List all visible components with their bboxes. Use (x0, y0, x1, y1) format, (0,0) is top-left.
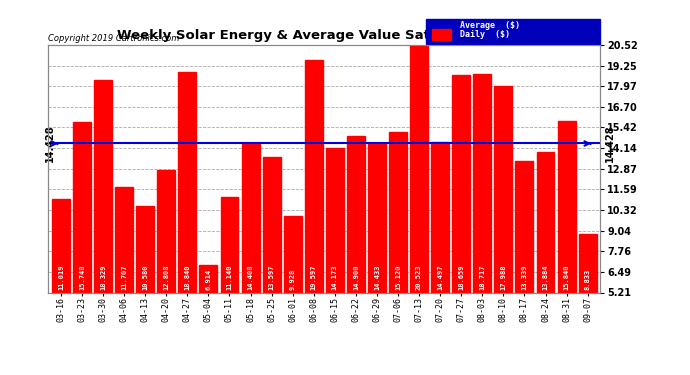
Bar (305, 60, 323, 292)
Text: 14.408: 14.408 (248, 265, 253, 290)
Text: 19.597: 19.597 (310, 265, 317, 290)
Text: 11.707: 11.707 (121, 265, 127, 290)
Bar (284, 216, 302, 292)
Text: 13.597: 13.597 (268, 265, 275, 290)
Bar (221, 196, 239, 292)
Text: 14.428: 14.428 (46, 124, 55, 162)
Bar (199, 265, 217, 292)
Text: 9.928: 9.928 (290, 269, 296, 290)
Text: 13.884: 13.884 (542, 265, 549, 290)
Bar (263, 157, 281, 292)
Bar (452, 75, 470, 292)
Text: Average  ($): Average ($) (460, 21, 520, 30)
Bar (473, 74, 491, 292)
Bar (368, 143, 386, 292)
Text: 13.339: 13.339 (522, 265, 527, 290)
Text: 11.019: 11.019 (58, 265, 64, 290)
Text: 11.140: 11.140 (226, 265, 233, 290)
FancyBboxPatch shape (426, 19, 600, 44)
Bar (73, 122, 91, 292)
Text: 14.497: 14.497 (437, 265, 443, 290)
Bar (179, 72, 197, 292)
Bar (52, 199, 70, 292)
Text: 6.914: 6.914 (206, 269, 211, 290)
Text: 10.580: 10.580 (142, 265, 148, 290)
Bar (558, 121, 575, 292)
Bar (94, 80, 112, 292)
Bar (515, 161, 533, 292)
Text: 18.840: 18.840 (184, 265, 190, 290)
Text: 18.329: 18.329 (100, 265, 106, 290)
Bar (537, 152, 555, 292)
Bar (115, 188, 133, 292)
Bar (326, 148, 344, 292)
Text: 14.173: 14.173 (332, 265, 338, 290)
Text: Copyright 2019 Cartronics.com: Copyright 2019 Cartronics.com (48, 33, 179, 42)
Text: 14.900: 14.900 (353, 265, 359, 290)
Bar (347, 136, 365, 292)
Bar (431, 142, 449, 292)
Bar (432, 29, 451, 40)
Bar (410, 45, 428, 292)
Text: 8.833: 8.833 (584, 269, 591, 290)
Text: 14.428: 14.428 (604, 124, 615, 162)
Text: 15.120: 15.120 (395, 265, 401, 290)
Text: 18.659: 18.659 (458, 265, 464, 290)
Text: Daily  ($): Daily ($) (460, 30, 509, 39)
Text: 15.748: 15.748 (79, 265, 85, 290)
Title: Weekly Solar Energy & Average Value Sat Sep 14 19:02: Weekly Solar Energy & Average Value Sat … (117, 30, 532, 42)
Bar (241, 144, 259, 292)
Text: 17.988: 17.988 (500, 265, 506, 290)
Text: 12.808: 12.808 (164, 265, 169, 290)
Text: 18.717: 18.717 (480, 265, 485, 290)
Bar (579, 234, 597, 292)
Text: 20.523: 20.523 (416, 265, 422, 290)
Text: 14.433: 14.433 (374, 265, 380, 290)
Bar (495, 86, 513, 292)
Bar (136, 206, 154, 292)
Text: 15.840: 15.840 (564, 265, 569, 290)
Bar (389, 132, 407, 292)
Bar (157, 170, 175, 292)
